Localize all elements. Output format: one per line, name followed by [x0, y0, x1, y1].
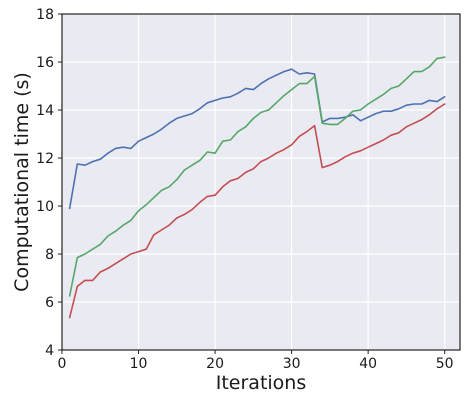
x-tick-label: 50 — [436, 356, 454, 372]
y-tick-label: 18 — [36, 7, 54, 23]
series-line-1 — [68, 68, 446, 210]
series-line-3 — [68, 103, 446, 319]
plot-background — [62, 14, 460, 350]
series-line-2 — [68, 56, 446, 297]
y-tick-label: 14 — [36, 103, 54, 119]
y-tick-label: 6 — [45, 295, 54, 311]
y-axis-title: Computational time (s) — [11, 72, 33, 292]
x-tick-label: 40 — [359, 356, 377, 372]
ticks: 0 10 20 30 40 50 4 6 8 10 12 14 16 18 — [36, 7, 453, 372]
plot-frame — [61, 13, 461, 351]
y-tick-label: 16 — [36, 55, 54, 71]
x-tick-label: 30 — [283, 356, 301, 372]
series-lines — [68, 56, 446, 319]
y-tick-label: 4 — [45, 343, 54, 359]
x-tick-label: 10 — [130, 356, 148, 372]
y-tick-label: 12 — [36, 151, 54, 167]
x-tick-label: 20 — [206, 356, 224, 372]
y-tick-label: 10 — [36, 199, 54, 215]
y-tick-label: 8 — [45, 247, 54, 263]
x-axis-title: Iterations — [216, 372, 307, 394]
x-tick-label: 0 — [58, 356, 67, 372]
